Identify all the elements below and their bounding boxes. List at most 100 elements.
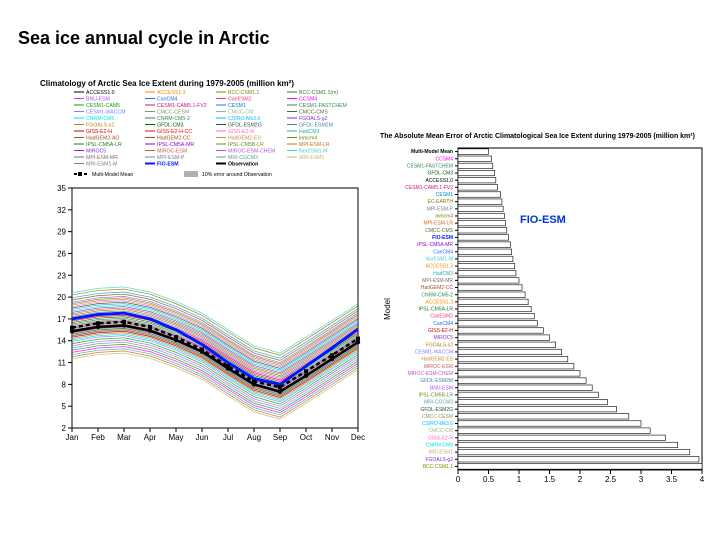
legend-entry: MRI-ESM1-M — [86, 162, 117, 168]
svg-text:2.5: 2.5 — [605, 475, 617, 484]
svg-text:Mar: Mar — [117, 433, 131, 442]
model-label: CESM1-CAM5.1-FV2 — [405, 185, 453, 191]
error-bar — [458, 156, 492, 161]
model-label: HadCM3 — [433, 271, 453, 277]
legend-entry: HadGEM2-CC — [157, 136, 191, 142]
legend-entry: CESM1-WACCM — [86, 110, 126, 116]
error-bar — [458, 328, 543, 333]
legend-entry: ACCESS1.3 — [157, 90, 186, 96]
legend-entry: CSIRO-Mk3.6 — [228, 116, 260, 122]
legend-entry: MRI-ESM1 — [299, 155, 324, 161]
svg-text:35: 35 — [57, 184, 66, 193]
legend-entry: IPSL-CM5A-LR — [86, 142, 122, 148]
model-label: HadGEM2-ES — [421, 357, 453, 363]
model-label: HadGEM2-CC — [421, 285, 454, 291]
legend-entry: GISS-E2-R — [228, 129, 254, 135]
model-label: CMCC-CM — [429, 428, 453, 434]
legend-entry: CNRM-CM5 — [86, 116, 114, 122]
error-bar — [458, 364, 574, 369]
model-label: CESM1-WACCM — [415, 350, 453, 356]
error-bar — [458, 306, 531, 311]
legend-entry: CMCC-CMS — [299, 110, 328, 116]
model-label: CESM1-FASTCHEM — [407, 163, 453, 169]
model-label: MRI-ESM1 — [429, 450, 454, 456]
svg-text:1: 1 — [517, 475, 522, 484]
legend-entry: CESM1 — [228, 103, 246, 109]
legend-entry: CESM1-FASTCHEM — [299, 103, 347, 109]
model-label: GFDL-ESM2G — [420, 407, 453, 413]
model-label: MIROC-ESM — [424, 364, 453, 370]
error-bar — [458, 149, 489, 154]
model-label: FGOALS-s2 — [426, 342, 453, 348]
legend-mmm: Multi-Model Mean — [92, 172, 133, 178]
legend-entry: GFDL-ESM2M — [299, 123, 333, 129]
model-label: ACCESS1.0 — [425, 178, 453, 184]
model-label: MPI-ESM-LR — [424, 221, 454, 227]
svg-text:2: 2 — [578, 475, 583, 484]
svg-text:Nov: Nov — [325, 433, 339, 442]
error-bar — [458, 235, 509, 240]
svg-text:3.5: 3.5 — [666, 475, 678, 484]
error-bar — [458, 378, 586, 383]
legend-entry: GFDL-CM3 — [157, 123, 184, 129]
svg-text:1.5: 1.5 — [544, 475, 556, 484]
svg-text:4: 4 — [700, 475, 705, 484]
error-bar — [458, 335, 550, 340]
model-label: MPI-ESM-P — [427, 206, 454, 212]
error-bar — [458, 285, 522, 290]
svg-text:Aug: Aug — [247, 433, 261, 442]
right-chart: The Absolute Mean Error of Arctic Climat… — [380, 130, 710, 490]
error-bar — [458, 464, 702, 469]
error-bar — [458, 442, 678, 447]
legend-entry: inmcm4 — [299, 136, 317, 142]
svg-text:20: 20 — [57, 293, 66, 302]
error-bar — [458, 342, 556, 347]
model-label: CanESM2 — [430, 314, 453, 320]
error-bar — [458, 392, 598, 397]
model-label: ACCESS1.3 — [425, 299, 453, 305]
svg-text:17: 17 — [57, 315, 66, 324]
error-bar — [458, 428, 650, 433]
svg-text:11: 11 — [58, 359, 67, 368]
model-label: CanCM4 — [433, 249, 453, 255]
error-bar — [458, 299, 528, 304]
error-bar — [458, 177, 496, 182]
legend-entry: GFDL-ESM2G — [228, 123, 262, 129]
model-label: CNRM-CM5 — [426, 443, 453, 449]
error-bar — [458, 371, 580, 376]
svg-text:Jan: Jan — [66, 433, 79, 442]
error-bar — [458, 406, 617, 411]
legend-entry: NorESM1-M — [299, 149, 328, 155]
model-label: GISS-E2-H — [428, 328, 453, 334]
model-label: FGOALS-g2 — [425, 457, 453, 463]
legend-entry: BNU-ESM — [86, 97, 110, 103]
legend-entry: ACCESS1.0 — [86, 90, 115, 96]
legend-entry: HadCM3 — [299, 129, 320, 135]
legend-obs-band: 10% error around Observation — [202, 172, 272, 178]
svg-text:Climatology of Arctic Sea Ice: Climatology of Arctic Sea Ice Extent dur… — [40, 79, 294, 88]
error-bar — [458, 292, 525, 297]
model-label: MIROC5 — [434, 335, 454, 341]
error-bar — [458, 249, 512, 254]
model-label: CCSM4 — [435, 156, 453, 162]
model-label: IPSL-CM5A-MR — [417, 242, 453, 248]
error-bar — [458, 399, 607, 404]
legend-entry: HadGEM2-AO — [86, 136, 119, 142]
error-bar — [458, 271, 516, 276]
error-bar — [458, 414, 629, 419]
legend-entry: FGOALS-g2 — [299, 116, 328, 122]
legend-entry: CNRM-CM5-2 — [157, 116, 190, 122]
legend-entry: MPI-ESM-P — [157, 155, 185, 161]
model-label: CSIRO-Mk3.6 — [422, 421, 453, 427]
legend-entry: GISS-E2-H — [86, 129, 112, 135]
svg-text:Dec: Dec — [351, 433, 365, 442]
model-label: IPSL-CM5B-LR — [419, 392, 454, 398]
legend-entry: HadGEM2-ES — [228, 136, 261, 142]
svg-text:26: 26 — [57, 249, 66, 258]
error-bar — [458, 199, 502, 204]
error-bar — [458, 192, 501, 197]
error-bar — [458, 242, 510, 247]
model-label: Multi-Model Mean — [411, 149, 453, 155]
legend-entry: CESM1-CAM5.1-FV2 — [157, 103, 207, 109]
svg-text:Jul: Jul — [223, 433, 233, 442]
